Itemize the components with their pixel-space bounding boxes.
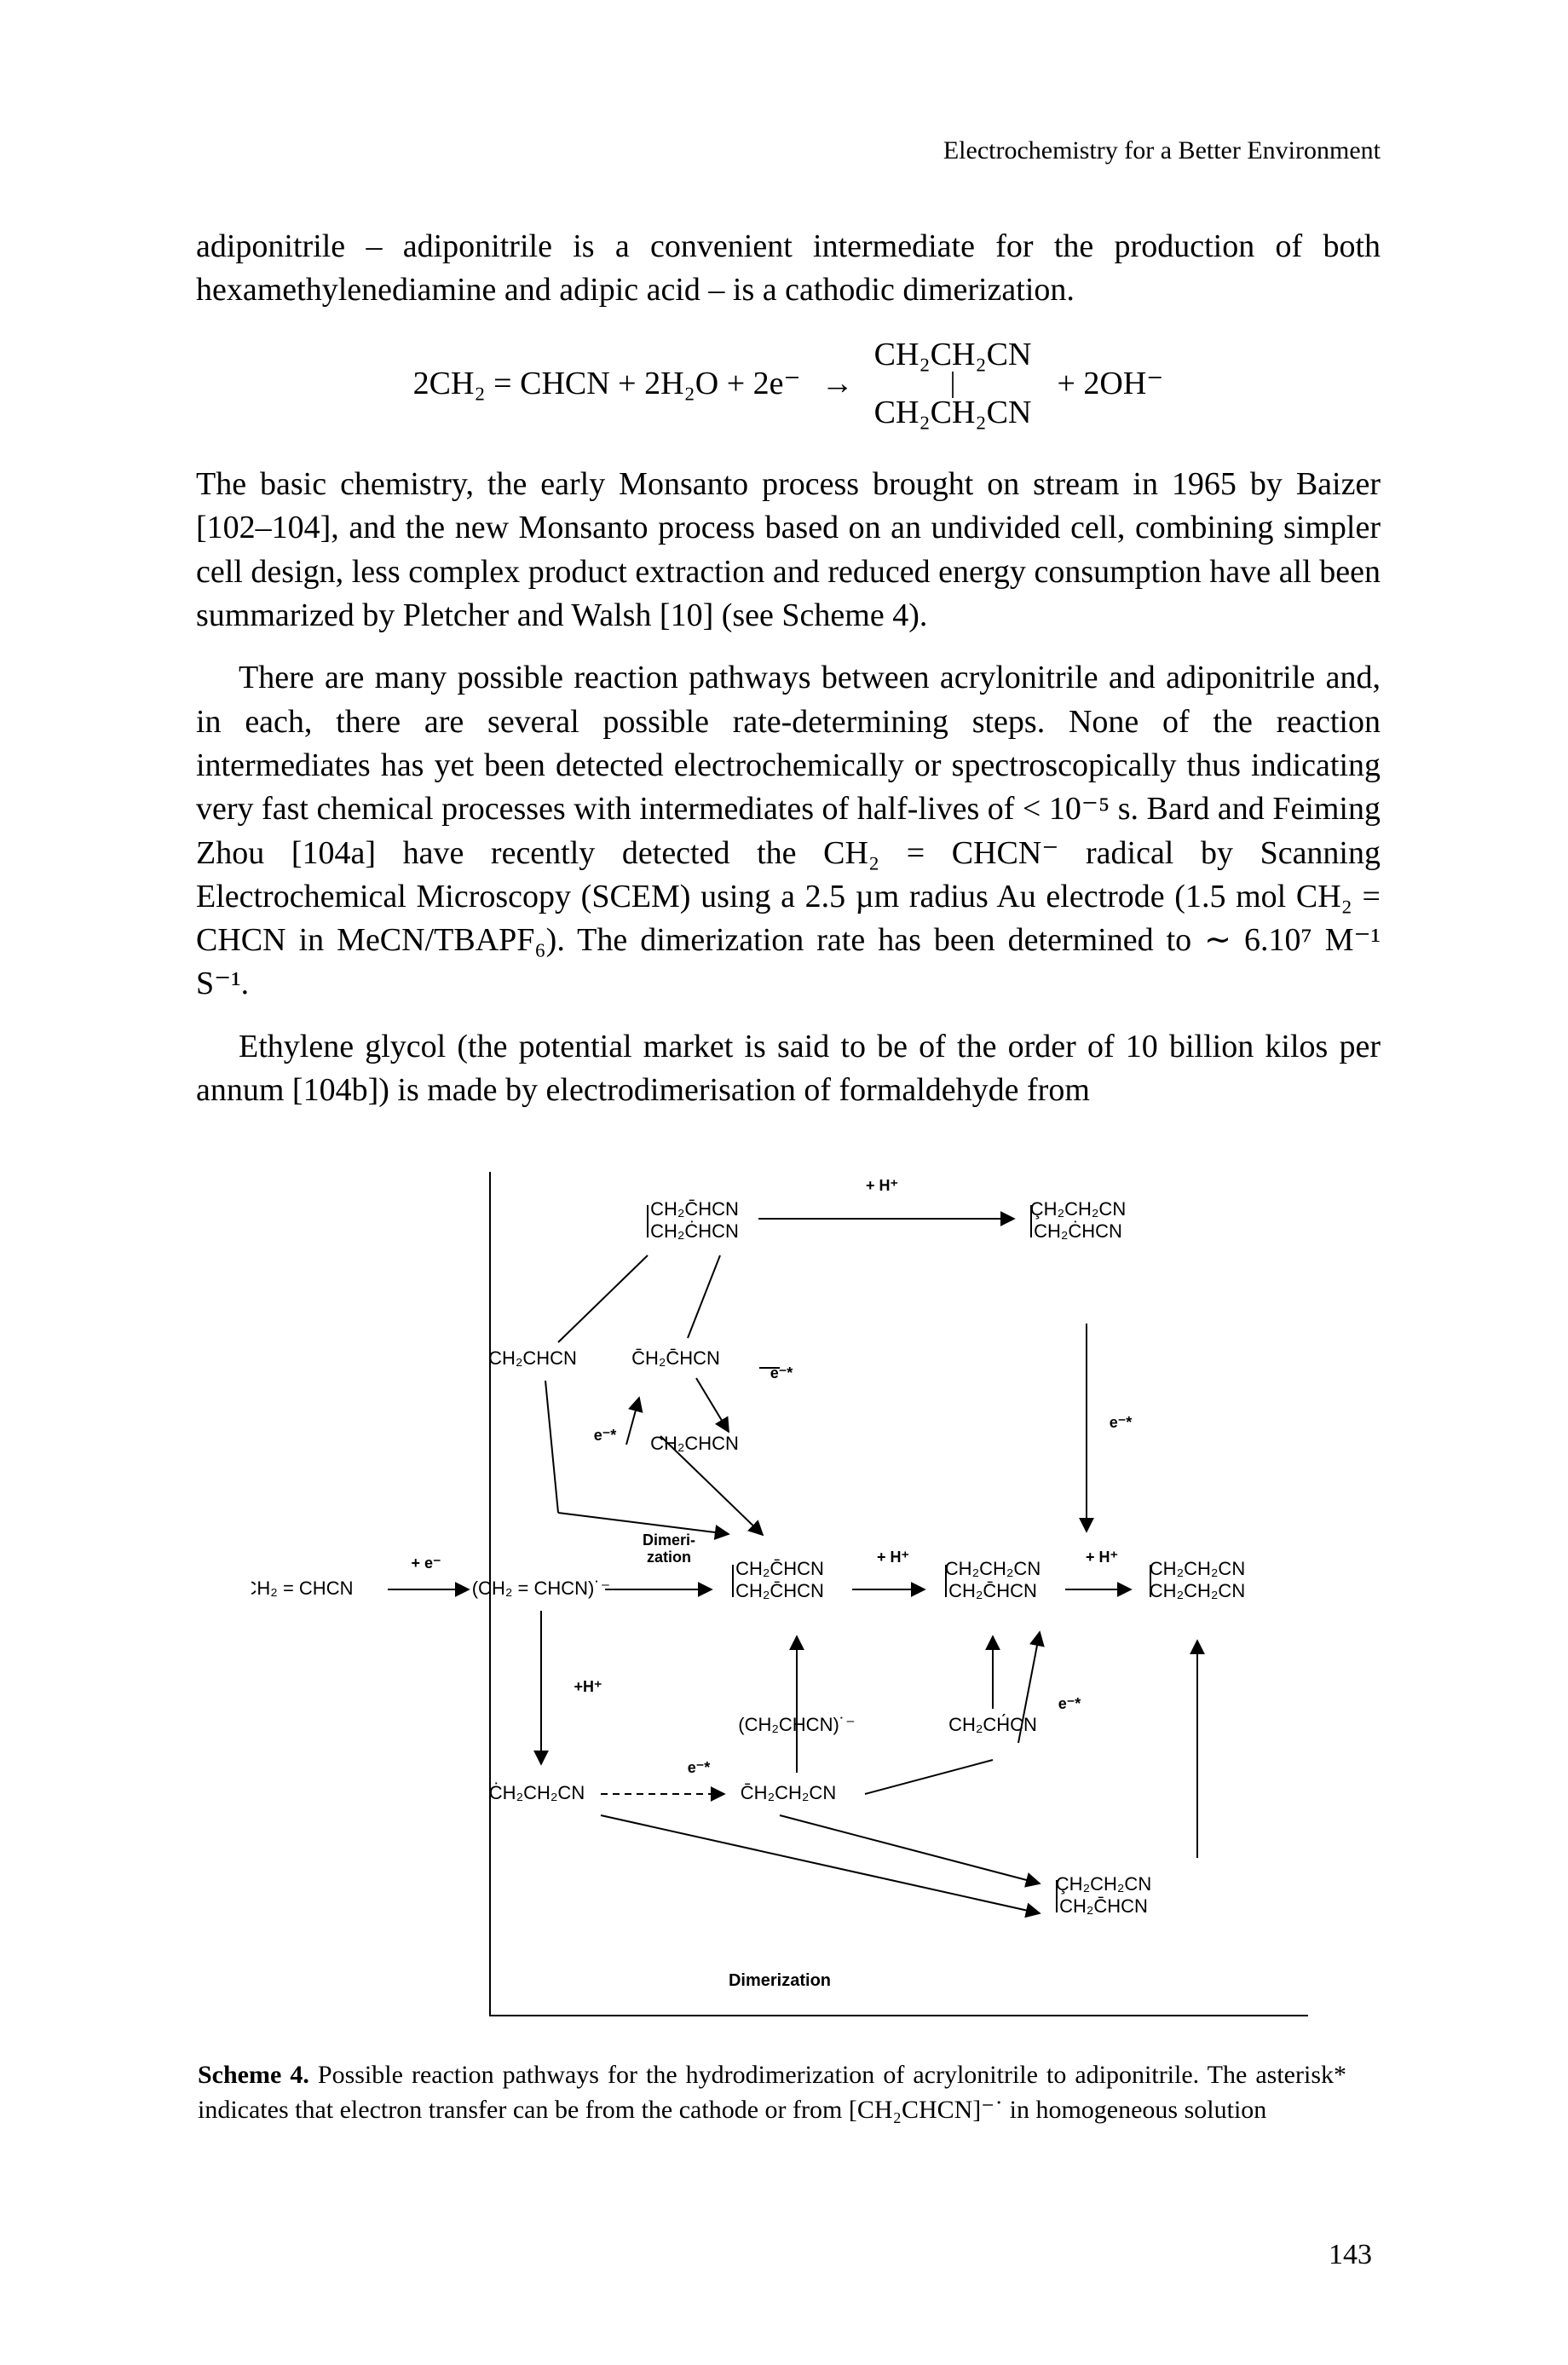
svg-text:CH₂CH₂CN: CH₂CH₂CN <box>1150 1558 1245 1579</box>
svg-text:CH₂C̄HCN: CH₂C̄HCN <box>735 1580 824 1601</box>
svg-text:+ H⁺: + H⁺ <box>866 1177 898 1194</box>
running-head: Electrochemistry for a Better Environmen… <box>196 136 1381 165</box>
svg-text:(CH₂CHCN)˙⁻: (CH₂CHCN)˙⁻ <box>738 1714 855 1735</box>
svg-text:ĊH₂CH₂CN: ĊH₂CH₂CN <box>489 1782 585 1803</box>
equation-tail: + 2OH⁻ <box>1057 364 1163 402</box>
paragraph-3: There are many possible reaction pathway… <box>196 656 1381 1006</box>
eq-product-mid: | <box>950 371 956 397</box>
svg-text:CH₂C̄HCN: CH₂C̄HCN <box>650 1198 739 1220</box>
svg-text:CH₂ĊHCN: CH₂ĊHCN <box>1034 1220 1122 1242</box>
svg-text:CH₂CH₂CN: CH₂CH₂CN <box>945 1558 1041 1579</box>
equation-product-stack: CH₂CH₂CN | CH₂CH₂CN <box>874 338 1032 430</box>
paragraph-1: adiponitrile – adiponitrile is a conveni… <box>196 225 1381 313</box>
eq-product-bot: CH₂CH₂CN <box>874 396 1032 429</box>
svg-text:e⁻*: e⁻* <box>688 1759 711 1776</box>
svg-text:CH₂CHCN: CH₂CHCN <box>488 1347 577 1369</box>
equation-arrow: → <box>821 365 854 402</box>
svg-text:e⁻*: e⁻* <box>1110 1414 1133 1431</box>
svg-text:CH₂ĊHCN: CH₂ĊHCN <box>650 1220 739 1242</box>
svg-text:+ H⁺: + H⁺ <box>1086 1549 1118 1566</box>
svg-text:e⁻*: e⁻* <box>1058 1695 1081 1712</box>
svg-text:C̄H₂C̄HCN: C̄H₂C̄HCN <box>631 1347 720 1369</box>
svg-text:Dimerization: Dimerization <box>729 1971 831 1990</box>
svg-text:zation: zation <box>647 1549 691 1566</box>
svg-text:+ H⁺: + H⁺ <box>877 1549 909 1566</box>
eq-product-top: CH₂CH₂CN <box>874 338 1032 371</box>
svg-text:CH₂ = CHCN: CH₂ = CHCN <box>251 1578 353 1599</box>
svg-text:CH₂CH₂CN: CH₂CH₂CN <box>1150 1580 1245 1601</box>
equation-block: 2CH₂ = CHCN + 2H₂O + 2e⁻ → CH₂CH₂CN | CH… <box>196 338 1381 430</box>
svg-text:CH₂C̄HCN: CH₂C̄HCN <box>948 1580 1037 1601</box>
svg-text:ÇH₂CH₂CN: ÇH₂CH₂CN <box>1056 1873 1151 1895</box>
page-number: 143 <box>1329 2239 1372 2271</box>
paragraph-4: Ethylene glycol (the potential market is… <box>196 1025 1381 1113</box>
svg-text:e⁻*: e⁻* <box>594 1427 617 1444</box>
equation-lhs: 2CH₂ = CHCN + 2H₂O + 2e⁻ <box>413 364 801 402</box>
svg-text:Dimeri-: Dimeri- <box>643 1531 695 1549</box>
svg-text:CH₂CH́CN: CH₂CH́CN <box>948 1714 1037 1735</box>
svg-text:CH₂CHCN: CH₂CHCN <box>650 1433 739 1454</box>
svg-text:C̄H₂CH₂CN: C̄H₂CH₂CN <box>741 1782 836 1803</box>
caption-text: Possible reaction pathways for the hydro… <box>198 2061 1346 2124</box>
svg-text:ÇH₂CH₂CN: ÇH₂CH₂CN <box>1030 1198 1126 1220</box>
paragraph-2: The basic chemistry, the early Monsanto … <box>196 463 1381 637</box>
scheme-4-caption: Scheme 4. Possible reaction pathways for… <box>198 2058 1346 2127</box>
svg-text:+ e⁻: + e⁻ <box>411 1555 441 1572</box>
svg-text:(CH₂ = CHCN)˙⁻: (CH₂ = CHCN)˙⁻ <box>472 1578 611 1599</box>
svg-text:+H⁺: +H⁺ <box>574 1678 602 1695</box>
caption-label: Scheme 4. <box>198 2061 309 2089</box>
svg-text:CH₂C̄HCN: CH₂C̄HCN <box>735 1558 824 1579</box>
svg-text:e⁻*: e⁻* <box>770 1364 793 1382</box>
svg-text:CH₂C̄HCN: CH₂C̄HCN <box>1059 1895 1148 1917</box>
scheme-4-diagram: + e⁻ +H⁺ Dimeri-zation + H⁺ + H⁺ e⁻* e⁻* + H⁺ e⁻… <box>251 1146 1325 2041</box>
